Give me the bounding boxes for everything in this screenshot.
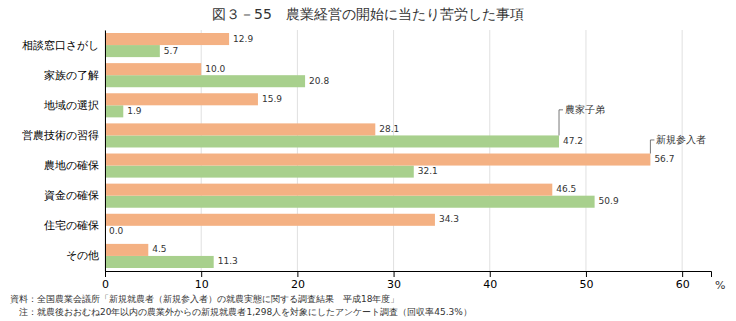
chart: 図３－55 農業経営の開始に当たり苦労した事項 0 10 20 30 40 50 60% 相談窓… [0,0,736,321]
tick-label: 家族の了解 [44,69,99,82]
tick-label: 60 [676,278,690,291]
bar [105,214,435,226]
series-callouts: 農家子弟新規参入者 [559,104,706,154]
tick-mark [105,271,106,277]
data-label: 5.7 [164,46,178,56]
footnote: 資料：全国農業会議所「新規就農者（新規参入者）の就農実態に関する調査結果 平成1… [10,294,399,304]
series-label: 新規参入者 [656,134,706,145]
x-tick: 20 [291,271,305,291]
bar [105,45,160,57]
axis-line [105,31,106,272]
data-label: 32.1 [418,166,438,176]
tick-label: その他 [66,249,99,262]
tick-mark [586,271,587,277]
axis-line [106,272,712,278]
grid-line [682,30,683,271]
data-label: 12.9 [233,34,253,44]
footnotes: 資料：全国農業会議所「新規就農者（新規参入者）の就農実態に関する調査結果 平成1… [10,294,472,317]
data-label: 46.5 [556,184,576,194]
y-tick: 営農技術の習得 [22,129,105,142]
x-tick: 50 [579,271,593,291]
x-axis: 0 10 20 30 40 50 60 [102,271,712,291]
grid [105,30,682,271]
data-label: 0.0 [109,226,124,236]
data-label: 34.3 [439,214,459,224]
y-tick: 住宅の確保 [44,219,105,232]
y-tick: 地域の選択 [43,99,105,112]
data-label: 56.7 [654,154,674,164]
tick-label: 10 [195,278,209,291]
bar [105,184,552,196]
tick-label: 資金の確保 [44,189,99,202]
bar [105,123,375,135]
series-label: 農家子弟 [565,104,605,115]
tick-label: 20 [291,278,305,291]
bar [105,196,595,208]
tick-label: 農地の確保 [44,159,99,172]
bar [105,75,305,87]
bar [105,256,214,268]
axis-label: % [715,279,725,292]
bar [105,154,650,166]
y-tick: 家族の了解 [44,69,105,82]
y-tick: 資金の確保 [44,189,105,202]
grid-line [105,30,106,271]
data-label: 1.9 [127,106,142,116]
x-tick: 0 [102,271,109,291]
y-tick: その他 [66,249,105,262]
tick-mark [490,271,491,277]
tick-label: 0 [102,278,109,291]
tick-label: 30 [387,278,401,291]
data-label: 50.9 [599,196,619,206]
data-label: 4.5 [152,244,166,254]
tick-label: 50 [579,278,593,291]
grid-line [585,30,586,271]
x-tick: 40 [483,271,497,291]
grid-line [297,30,298,271]
data-labels: 5.7 20.8 1.9 47.2 32.1 50.9 0.0 11.3 12.9 10.0 15.… [109,34,674,267]
callout-line [559,110,563,136]
tick-label: 相談窓口さがし [22,39,99,52]
bars [105,33,650,268]
bar [105,166,414,178]
bar-series [105,33,650,256]
x-tick: 10 [195,271,209,291]
data-label: 15.9 [262,94,282,104]
tick-label: 地域の選択 [43,99,99,112]
tick-label: 営農技術の習得 [22,129,99,142]
x-tick: 60 [676,271,690,291]
footnote: 注：就農後おおむね20年以内の農業外からの新規就農者1,298人を対象にしたアン… [10,307,472,317]
y-tick: 相談窓口さがし [22,39,105,52]
x-tick: 30 [387,271,401,291]
title: 図３－55 農業経営の開始に当たり苦労した事項 [212,6,524,22]
bar [105,135,559,147]
tick-mark [201,271,202,277]
tick-mark [394,271,395,277]
grid-line [393,30,394,271]
bar [105,93,258,105]
bar [105,105,123,117]
data-label: 20.8 [309,76,329,86]
data-label: 11.3 [218,256,238,266]
bar [105,33,229,45]
tick-label: 住宅の確保 [44,219,99,232]
tick-mark [297,271,298,277]
bar [105,244,148,256]
data-label: 28.1 [379,124,399,134]
data-label: 47.2 [563,136,583,146]
tick-label: 40 [483,278,497,291]
callout-line [650,140,654,154]
tick-mark [682,271,683,277]
y-axis: 相談窓口さがし家族の了解地域の選択営農技術の習得農地の確保資金の確保住宅の確保そ… [22,31,106,272]
y-tick: 農地の確保 [44,159,105,172]
data-label: 10.0 [205,64,225,74]
grid-line [489,30,490,271]
bar [105,63,201,75]
